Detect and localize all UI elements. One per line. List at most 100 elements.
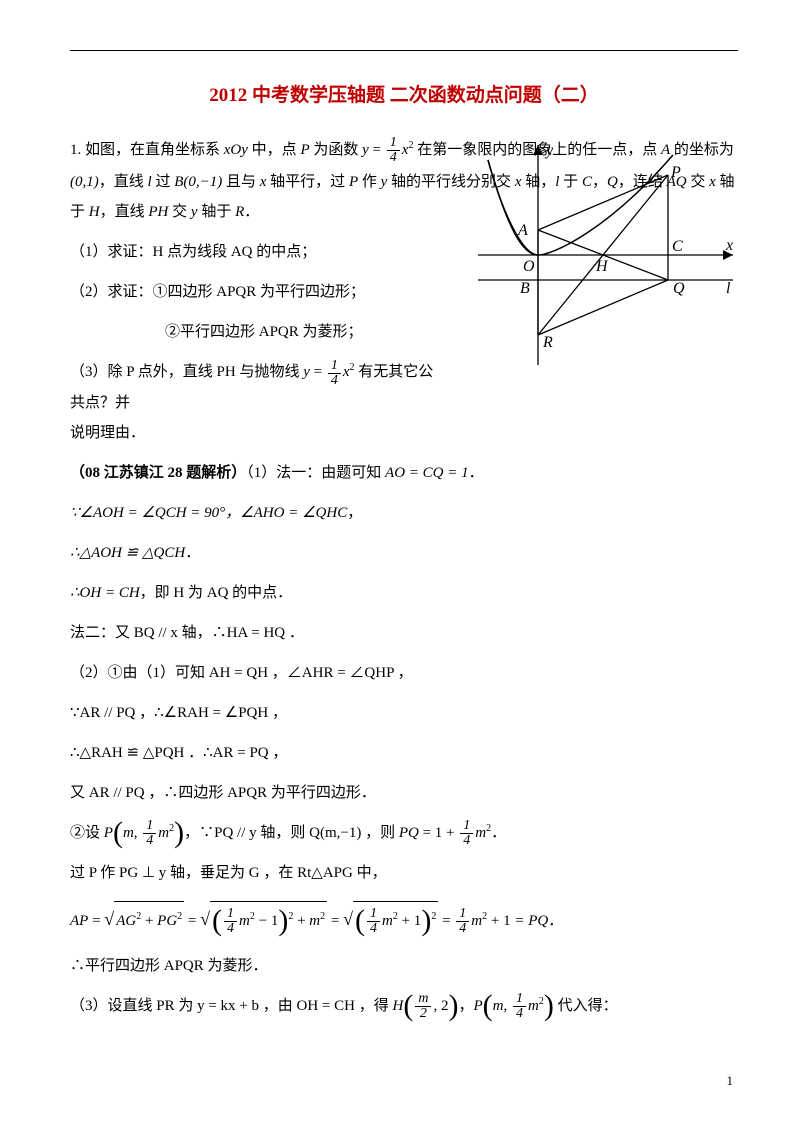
q2a: （2）求证：①四边形 APQR 为平行四边形； xyxy=(70,277,440,307)
lbl-y: y xyxy=(544,142,554,159)
t: （3）除 P 点外，直线 PH 与抛物线 xyxy=(70,364,303,380)
t: + xyxy=(293,913,309,929)
content-wrap: 1. 如图，在直角坐标系 xOy 中，点 P 为函数 y = 14x2 在第一象… xyxy=(70,135,738,1020)
t: ②设 xyxy=(70,825,104,841)
t: （1）法一：由题可知 xyxy=(246,465,385,481)
num: 1 xyxy=(456,907,469,922)
m: m xyxy=(528,998,539,1014)
num: 1 xyxy=(460,819,473,834)
m: P xyxy=(300,142,309,158)
t: 交 xyxy=(168,204,191,220)
den: 4 xyxy=(367,922,380,936)
diagram: y x l P A C O H B Q R xyxy=(468,135,748,375)
m: y xyxy=(191,204,198,220)
s13: ∴平行四边形 APQR 为菱形． xyxy=(70,951,738,981)
rp: ) xyxy=(448,994,458,1018)
lp: ( xyxy=(355,909,365,933)
t: = xyxy=(310,364,326,380)
m: ∴△AOH ≌ △QCH xyxy=(70,545,185,561)
t: ，∵PQ // y 轴，则 Q(m,−1) ，则 xyxy=(184,825,399,841)
t: ． xyxy=(244,204,259,220)
t: 为函数 xyxy=(310,142,363,158)
s12: AP = AG2 + PG2 = (14m2 − 1)2 + m2 = (14m… xyxy=(70,898,738,941)
num: 1 xyxy=(387,136,400,151)
frac: 14 xyxy=(224,907,237,936)
m: m xyxy=(382,913,393,929)
m: = PQ xyxy=(511,913,549,929)
t: ， xyxy=(347,505,362,521)
t: 说明理由． xyxy=(70,425,145,441)
m: x xyxy=(343,364,350,380)
num: 1 xyxy=(143,819,156,834)
m: y xyxy=(362,142,369,158)
frac: 14 xyxy=(387,136,400,165)
m: m xyxy=(309,913,320,929)
t: = xyxy=(184,913,200,929)
t: + xyxy=(141,913,157,929)
lbl-x: x xyxy=(725,237,733,254)
t: 过 xyxy=(152,174,175,190)
t: ，直线 xyxy=(100,204,149,220)
q3: （3）除 P 点外，直线 PH 与抛物线 y = 14x2 有无其它公共点？并说… xyxy=(70,357,440,447)
m: m xyxy=(123,825,134,841)
m: PH xyxy=(148,204,168,220)
t: 又 AR // PQ ，∴四边形 APQR 为平行四边形． xyxy=(70,785,376,801)
frac: m2 xyxy=(415,992,431,1021)
frac: 14 xyxy=(513,992,526,1021)
t: − 1 xyxy=(255,913,278,929)
frac: 14 xyxy=(456,907,469,936)
m: P xyxy=(349,174,358,190)
s2: ∵∠AOH = ∠QCH = 90°，∠AHO = ∠QHC， xyxy=(70,498,738,528)
t: = xyxy=(438,913,454,929)
t: ，∠AHO = ∠QHC xyxy=(225,505,347,521)
lbl-A: A xyxy=(517,222,528,239)
s14: （3）设直线 PR 为 y = kx + b ，由 OH = CH ，得 H(m… xyxy=(70,991,738,1021)
rp: ) xyxy=(421,909,431,933)
t: ． xyxy=(185,545,200,561)
frac: 14 xyxy=(367,907,380,936)
den: 4 xyxy=(224,922,237,936)
m: P xyxy=(473,998,482,1014)
t: ． xyxy=(548,913,563,929)
m: AG xyxy=(116,913,136,929)
t: 轴平行，过 xyxy=(266,174,349,190)
sup: 2 xyxy=(177,911,182,922)
m: R xyxy=(235,204,244,220)
num: 1 xyxy=(328,359,341,374)
lbl-O: O xyxy=(523,258,535,275)
lbl-H: H xyxy=(595,258,609,275)
rp: ) xyxy=(278,909,288,933)
t: 轴于 xyxy=(198,204,236,220)
s4: ∴OH = CH，即 H 为 AQ 的中点． xyxy=(70,578,738,608)
m: AP xyxy=(70,913,88,929)
t: = 1 + xyxy=(419,825,458,841)
lbl-R: R xyxy=(542,334,553,351)
q1: （1）求证：H 点为线段 AQ 的中点； xyxy=(70,237,440,267)
den: 4 xyxy=(456,922,469,936)
s5: 法二：又 BQ // x 轴，∴HA = HQ ． xyxy=(70,618,738,648)
s8: ∴△RAH ≌ △PQH ．∴AR = PQ ， xyxy=(70,738,738,768)
t: + 1 xyxy=(398,913,421,929)
t: ，即 H 为 AQ 的中点． xyxy=(140,585,293,601)
s6: （2）①由（1）可知 AH = QH ，∠AHR = ∠QHP ， xyxy=(70,658,738,688)
den: 4 xyxy=(460,834,473,848)
den: 4 xyxy=(513,1007,526,1021)
lp: ( xyxy=(113,821,123,845)
t: （3）设直线 PR 为 y = kx + b ，由 OH = CH ，得 xyxy=(70,998,392,1014)
m: m xyxy=(158,825,169,841)
m: PQ xyxy=(399,825,419,841)
t: ∴平行四边形 APQR 为菱形． xyxy=(70,958,268,974)
rp: ) xyxy=(174,821,184,845)
frac: 14 xyxy=(328,359,341,388)
q2b: ②平行四边形 APQR 为菱形； xyxy=(70,317,440,347)
sqrt: AG2 + PG2 xyxy=(104,898,184,941)
diagram-svg: y x l P A C O H B Q R xyxy=(468,135,748,375)
m: m xyxy=(475,825,486,841)
s10: ②设 P(m, 14m2)，∵PQ // y 轴，则 Q(m,−1) ，则 PQ… xyxy=(70,818,738,848)
s11: 过 P 作 PG ⊥ y 轴，垂足为 G ，在 Rt△APG 中， xyxy=(70,858,738,888)
t: ∴△RAH ≌ △PQH ．∴AR = PQ ， xyxy=(70,745,287,761)
m: H xyxy=(392,998,403,1014)
lbl-Q: Q xyxy=(673,280,685,297)
sqrt3: (14m2 + 1)2 xyxy=(343,898,438,941)
m: H xyxy=(89,204,100,220)
